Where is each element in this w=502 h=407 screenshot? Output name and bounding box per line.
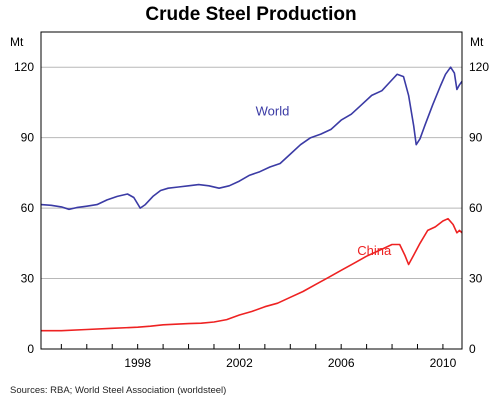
series-label-china: China	[357, 243, 392, 258]
series-label-world: World	[256, 103, 290, 118]
y-tick-label-left: 90	[21, 131, 35, 145]
y-axis-unit-left: Mt	[10, 35, 24, 49]
y-tick-label-right: 90	[469, 131, 483, 145]
chart-title: Crude Steel Production	[145, 4, 357, 25]
y-tick-label-left: 60	[21, 201, 35, 215]
y-tick-label-left: 30	[21, 272, 35, 286]
y-tick-label-right: 0	[469, 342, 476, 356]
plot-frame	[40, 31, 463, 350]
y-tick-label-left: 120	[14, 60, 34, 74]
x-tick-label: 2006	[328, 356, 355, 370]
series-line-world	[40, 66, 463, 211]
x-tick-label: 2010	[430, 356, 457, 370]
series-line-china	[41, 217, 463, 332]
chart-source-note: Sources: RBA; World Steel Association (w…	[10, 385, 227, 396]
y-axis-unit-right: Mt	[470, 35, 484, 49]
line-chart: 0 0 30 30 60 60 90 90 120 120 Mt Mt 1998 2002 2006 2010…	[10, 31, 489, 370]
x-tick-label: 2002	[226, 356, 253, 370]
y-tick-label-right: 60	[469, 201, 483, 215]
y-tick-label-left: 0	[27, 342, 34, 356]
x-tick-label: 1998	[124, 356, 151, 370]
y-tick-label-right: 30	[469, 272, 483, 286]
y-tick-label-right: 120	[469, 60, 489, 74]
